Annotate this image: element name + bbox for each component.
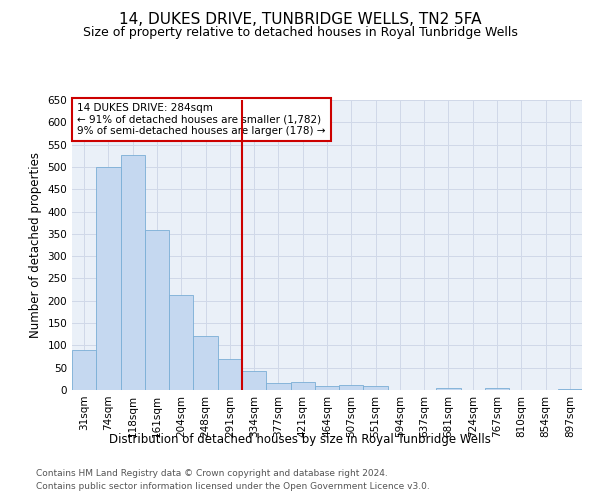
Bar [315,386,339,390]
Text: 14, DUKES DRIVE, TUNBRIDGE WELLS, TN2 5FA: 14, DUKES DRIVE, TUNBRIDGE WELLS, TN2 5F… [119,12,481,28]
Bar [72,350,96,390]
Bar [145,230,169,390]
Y-axis label: Number of detached properties: Number of detached properties [29,152,42,338]
Bar [436,388,461,390]
Bar [364,386,388,390]
Text: Contains public sector information licensed under the Open Government Licence v3: Contains public sector information licen… [36,482,430,491]
Bar [193,336,218,390]
Bar [558,388,582,390]
Text: Size of property relative to detached houses in Royal Tunbridge Wells: Size of property relative to detached ho… [83,26,517,39]
Bar [339,385,364,390]
Text: 14 DUKES DRIVE: 284sqm
← 91% of detached houses are smaller (1,782)
9% of semi-d: 14 DUKES DRIVE: 284sqm ← 91% of detached… [77,103,326,136]
Bar [218,359,242,390]
Text: Contains HM Land Registry data © Crown copyright and database right 2024.: Contains HM Land Registry data © Crown c… [36,468,388,477]
Bar [242,372,266,390]
Bar [121,155,145,390]
Bar [266,383,290,390]
Text: Distribution of detached houses by size in Royal Tunbridge Wells: Distribution of detached houses by size … [109,432,491,446]
Bar [485,388,509,390]
Bar [169,295,193,390]
Bar [290,382,315,390]
Bar [96,167,121,390]
